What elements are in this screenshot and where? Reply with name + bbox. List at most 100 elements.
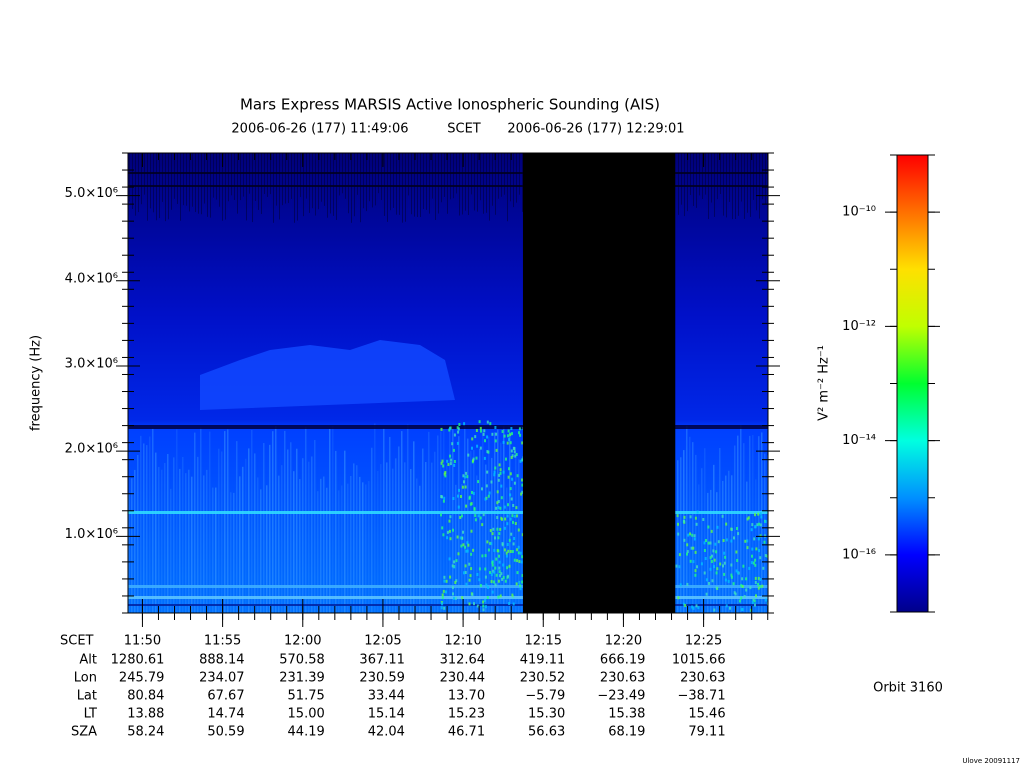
speckle (705, 592, 708, 596)
stripe (500, 442, 502, 613)
table-value: 230.52 (520, 671, 566, 686)
speckle (459, 536, 462, 540)
stripe (351, 153, 352, 223)
stripe (237, 153, 238, 214)
stripe (296, 448, 298, 613)
speckle (725, 538, 728, 542)
stripe (756, 153, 757, 211)
speckle (498, 560, 501, 564)
table-value: 231.39 (279, 671, 325, 686)
speckle (482, 432, 485, 436)
band (128, 425, 768, 429)
stripe (273, 153, 274, 223)
stripe (738, 153, 739, 216)
x-tick-label: 12:25 (685, 634, 722, 649)
speckle (489, 541, 492, 545)
stripe (216, 153, 217, 200)
speckle (513, 481, 516, 485)
speckle (443, 496, 446, 500)
speckle (471, 437, 474, 441)
speckle (512, 504, 515, 507)
speckle (497, 506, 500, 509)
speckle (503, 526, 506, 530)
speckle (736, 571, 739, 575)
table-value: 1280.61 (111, 653, 165, 668)
speckle (754, 513, 756, 517)
stripe (195, 153, 196, 213)
speckle (715, 550, 718, 554)
speckle (695, 604, 698, 608)
speckle (760, 515, 763, 519)
speckle (703, 571, 706, 575)
stripe (380, 464, 382, 613)
speckle (451, 586, 454, 590)
stripe (183, 153, 184, 206)
speckle (507, 549, 510, 553)
speckle (460, 544, 463, 548)
stripe (269, 444, 271, 613)
speckle (757, 576, 760, 580)
stripe (368, 481, 370, 613)
speckle (458, 488, 460, 492)
speckle (744, 539, 747, 543)
orbit-label: Orbit 3160 (873, 681, 943, 696)
stripe (741, 153, 742, 202)
table-value: 68.19 (608, 725, 645, 740)
speckle (707, 541, 710, 545)
stripe (695, 454, 697, 613)
stripe (197, 456, 199, 613)
speckle (765, 598, 767, 602)
speckle (519, 459, 522, 463)
stripe (723, 153, 724, 216)
speckle (753, 537, 756, 541)
speckle (477, 514, 480, 518)
stripe (687, 153, 688, 212)
speckle (480, 429, 482, 433)
band (128, 185, 768, 187)
stripe (206, 469, 208, 613)
speckle (490, 580, 493, 583)
speckle (498, 463, 501, 467)
speckle (441, 593, 444, 597)
stripe (381, 153, 382, 201)
stripe (221, 451, 223, 613)
speckle (683, 519, 686, 523)
stripe (248, 448, 250, 613)
speckle (686, 543, 689, 547)
stripe (350, 475, 352, 613)
speckle (764, 554, 767, 557)
stripe (369, 153, 370, 202)
speckle (676, 514, 679, 518)
table-value: 570.58 (279, 653, 325, 668)
speckle (763, 540, 766, 544)
stripe (353, 463, 355, 613)
stripe (411, 153, 412, 215)
stripe (191, 476, 193, 613)
data-gap (522, 153, 676, 613)
stripe (453, 153, 454, 199)
speckle (506, 514, 509, 518)
speckle (716, 567, 719, 571)
stripe (306, 153, 307, 199)
colorbar (896, 154, 929, 613)
table-row-label: Lon (74, 671, 97, 686)
stripe (317, 491, 319, 613)
stripe (492, 153, 493, 206)
speckle (468, 562, 471, 566)
stripe (158, 466, 160, 613)
speckle (500, 572, 503, 576)
stripe (765, 153, 766, 205)
speckle (759, 512, 762, 516)
table-row-label: SZA (71, 725, 97, 740)
speckle (503, 548, 506, 552)
stripe (230, 492, 232, 613)
speckle (506, 566, 509, 570)
speckle (755, 594, 757, 598)
stripe (162, 153, 163, 202)
x-tick-label: 11:50 (124, 634, 161, 649)
stripe (212, 487, 214, 613)
band (128, 172, 768, 174)
stripe (189, 153, 190, 212)
speckle (490, 542, 493, 546)
speckle (495, 557, 498, 561)
